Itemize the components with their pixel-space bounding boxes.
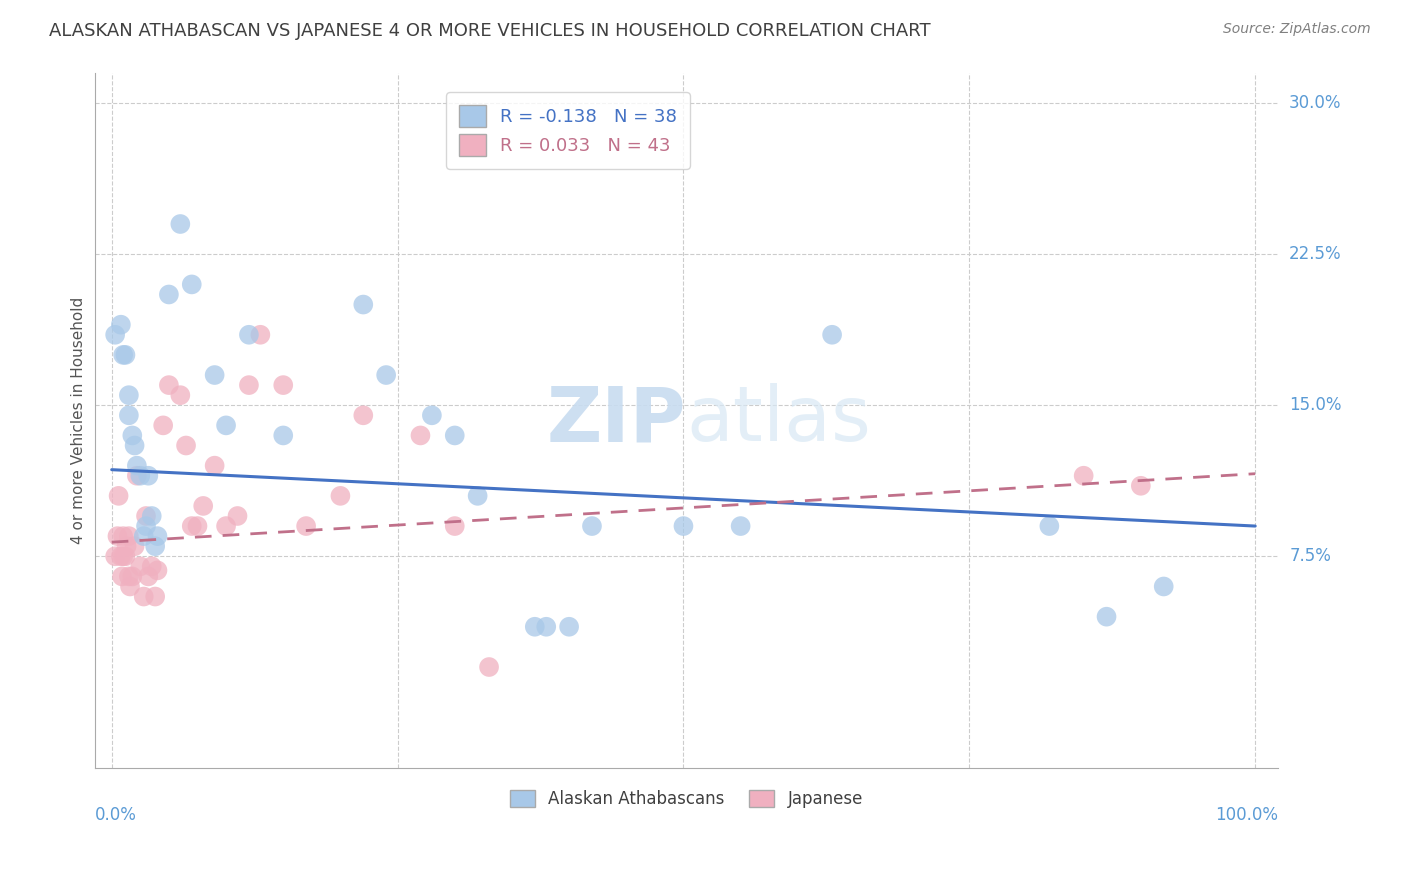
Point	[1073, 468, 1095, 483]
Point	[536, 620, 558, 634]
Point	[152, 418, 174, 433]
Point	[143, 539, 166, 553]
Point	[730, 519, 752, 533]
Point	[672, 519, 695, 533]
Point	[118, 529, 141, 543]
Y-axis label: 4 or more Vehicles in Household: 4 or more Vehicles in Household	[72, 297, 86, 544]
Point	[129, 468, 152, 483]
Point	[204, 458, 226, 473]
Point	[118, 579, 141, 593]
Point	[110, 318, 132, 332]
Point	[238, 378, 260, 392]
Point	[1153, 579, 1175, 593]
Point	[146, 529, 169, 543]
Point	[141, 559, 163, 574]
Point	[375, 368, 398, 382]
Text: ALASKAN ATHABASCAN VS JAPANESE 4 OR MORE VEHICLES IN HOUSEHOLD CORRELATION CHART: ALASKAN ATHABASCAN VS JAPANESE 4 OR MORE…	[49, 22, 931, 40]
Text: 22.5%: 22.5%	[1289, 245, 1341, 263]
Text: Source: ZipAtlas.com: Source: ZipAtlas.com	[1223, 22, 1371, 37]
Text: 100.0%: 100.0%	[1215, 805, 1278, 824]
Point	[104, 549, 127, 564]
Point	[478, 660, 501, 674]
Point	[114, 348, 136, 362]
Point	[115, 539, 138, 553]
Point	[1095, 609, 1118, 624]
Point	[186, 519, 208, 533]
Point	[443, 428, 465, 442]
Point	[157, 287, 180, 301]
Point	[112, 549, 135, 564]
Point	[238, 327, 260, 342]
Point	[121, 428, 143, 442]
Point	[114, 549, 136, 564]
Point	[523, 620, 546, 634]
Point	[271, 428, 294, 442]
Point	[143, 590, 166, 604]
Point	[581, 519, 603, 533]
Point	[352, 409, 374, 423]
Point	[135, 508, 157, 523]
Point	[112, 529, 135, 543]
Point	[118, 569, 141, 583]
Point	[215, 418, 238, 433]
Point	[180, 277, 202, 292]
Point	[157, 378, 180, 392]
Point	[141, 508, 163, 523]
Point	[215, 519, 238, 533]
Point	[124, 438, 146, 452]
Point	[226, 508, 249, 523]
Point	[125, 468, 148, 483]
Point	[295, 519, 318, 533]
Point	[169, 388, 191, 402]
Point	[107, 489, 129, 503]
Text: 15.0%: 15.0%	[1289, 396, 1341, 414]
Point	[420, 409, 443, 423]
Point	[193, 499, 215, 513]
Point	[271, 378, 294, 392]
Point	[118, 409, 141, 423]
Point	[124, 539, 146, 553]
Point	[1038, 519, 1060, 533]
Text: 0.0%: 0.0%	[94, 805, 136, 824]
Point	[132, 590, 155, 604]
Point	[467, 489, 489, 503]
Point	[409, 428, 432, 442]
Point	[180, 519, 202, 533]
Point	[169, 217, 191, 231]
Point	[135, 519, 157, 533]
Point	[174, 438, 197, 452]
Point	[329, 489, 352, 503]
Point	[136, 468, 159, 483]
Point	[107, 529, 129, 543]
Point	[132, 529, 155, 543]
Text: 30.0%: 30.0%	[1289, 95, 1341, 112]
Text: atlas: atlas	[686, 384, 872, 458]
Point	[118, 388, 141, 402]
Point	[204, 368, 226, 382]
Point	[136, 569, 159, 583]
Legend: Alaskan Athabascans, Japanese: Alaskan Athabascans, Japanese	[503, 783, 870, 815]
Point	[111, 569, 134, 583]
Text: 7.5%: 7.5%	[1289, 548, 1331, 566]
Point	[104, 327, 127, 342]
Point	[112, 348, 135, 362]
Point	[443, 519, 465, 533]
Point	[352, 297, 374, 311]
Point	[121, 569, 143, 583]
Point	[110, 549, 132, 564]
Point	[249, 327, 271, 342]
Point	[125, 458, 148, 473]
Point	[821, 327, 844, 342]
Point	[558, 620, 581, 634]
Point	[146, 563, 169, 577]
Text: ZIP: ZIP	[547, 384, 686, 458]
Point	[1129, 479, 1152, 493]
Point	[129, 559, 152, 574]
